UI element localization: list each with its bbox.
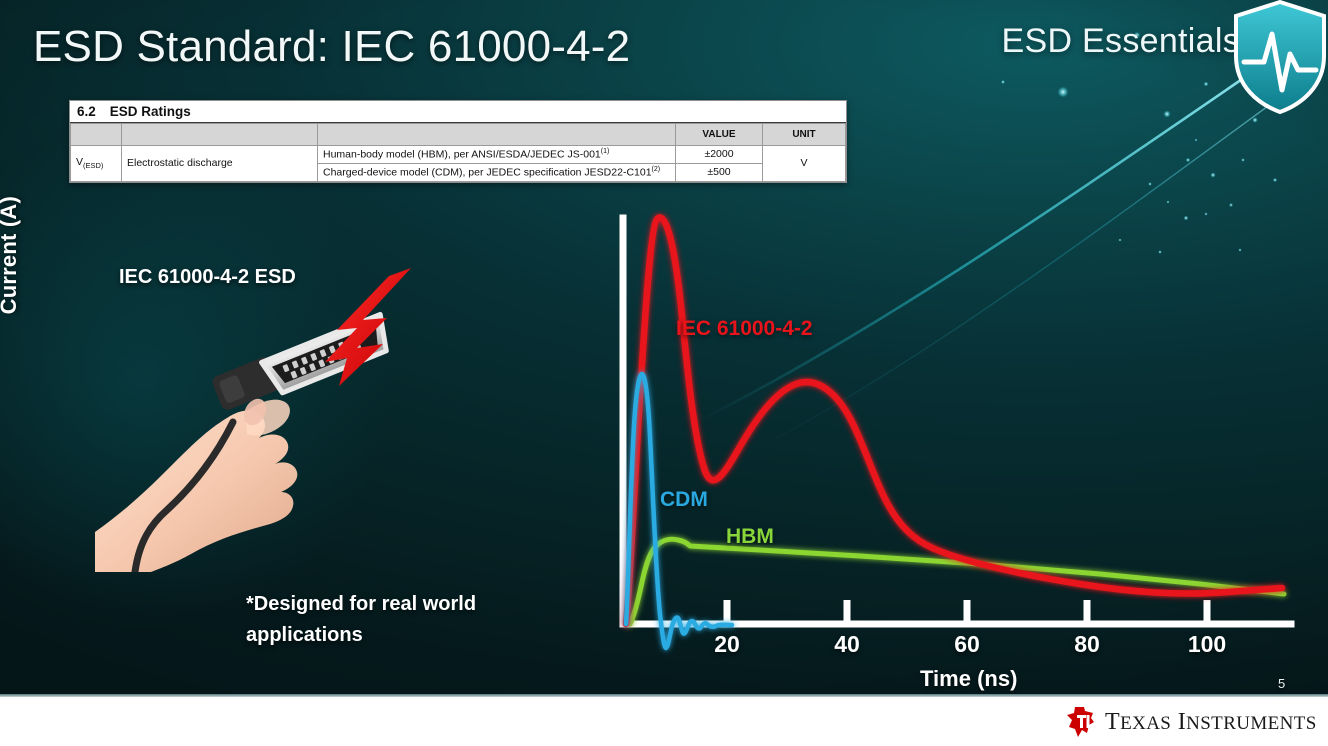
texas-instruments-logo: TEXAS INSTRUMENTS bbox=[1066, 705, 1317, 739]
chart-xtick-60: 60 bbox=[954, 631, 980, 657]
column-header-symbol bbox=[70, 123, 122, 146]
chart-xtick-40: 40 bbox=[834, 631, 860, 657]
chart-xtick-80: 80 bbox=[1074, 631, 1100, 657]
cell-parameter: Electrostatic discharge bbox=[121, 145, 318, 182]
column-header-unit: UNIT bbox=[762, 123, 846, 146]
table-header-row: VALUE UNIT bbox=[70, 123, 846, 146]
illustration-caption: IEC 61000-4-2 ESD bbox=[119, 266, 296, 288]
table-section-heading: 6.2 ESD Ratings bbox=[70, 101, 846, 123]
cell-description-hbm: Human-body model (HBM), per ANSI/ESDA/JE… bbox=[317, 145, 676, 164]
ti-texas-icon bbox=[1067, 707, 1094, 737]
footer-bar bbox=[0, 697, 1328, 746]
column-header-value: VALUE bbox=[675, 123, 763, 146]
lightning-bolt-icon bbox=[325, 268, 411, 386]
esd-ratings-table: 6.2 ESD Ratings VALUE UNIT V(ESD) Electro… bbox=[69, 100, 847, 183]
cell-unit: V bbox=[762, 145, 846, 182]
page-number: 5 bbox=[1278, 676, 1286, 691]
chart-label-iec: IEC 61000-4-2 bbox=[676, 317, 813, 340]
chart-label-cdm: CDM bbox=[660, 488, 708, 511]
chart-xtick-100: 100 bbox=[1187, 631, 1227, 657]
background-glow bbox=[0, 120, 400, 640]
chart-series-hbm bbox=[627, 536, 1287, 627]
cell-symbol: V(ESD) bbox=[70, 145, 122, 182]
footer-divider bbox=[0, 694, 1328, 698]
table-row: V(ESD) Electrostatic discharge Human-bod… bbox=[70, 145, 846, 182]
chart-series-cdm bbox=[623, 371, 735, 651]
cell-value-cdm: ±500 bbox=[675, 162, 763, 182]
ti-wordmark: TEXAS INSTRUMENTS bbox=[1105, 708, 1317, 735]
page-title: ESD Standard: IEC 61000-4-2 bbox=[33, 22, 631, 71]
chart-label-hbm: HBM bbox=[726, 525, 774, 548]
chart-y-axis-label: Current (A) bbox=[0, 196, 21, 315]
esd-waveform-chart bbox=[619, 214, 1295, 651]
illustration-note: *Designed for real world applications bbox=[246, 593, 477, 646]
chart-series-iec bbox=[622, 214, 1286, 628]
hand-holding-connector-illustration bbox=[95, 268, 411, 572]
cell-value-hbm: ±2000 bbox=[675, 145, 763, 164]
chart-x-axis-label: Time (ns) bbox=[920, 666, 1018, 691]
shield-pulse-icon bbox=[1234, 0, 1326, 115]
section-number: 6.2 bbox=[77, 104, 96, 119]
section-title: ESD Ratings bbox=[109, 104, 191, 119]
table-row: Charged-device model (CDM), per JEDEC sp… bbox=[71, 162, 846, 182]
chart-xtick-20: 20 bbox=[714, 631, 740, 657]
column-header-description bbox=[317, 123, 676, 146]
brand-label: ESD Essentials bbox=[1001, 22, 1240, 60]
chart-x-ticks bbox=[723, 600, 1211, 624]
cell-description-cdm: Charged-device model (CDM), per JEDEC sp… bbox=[317, 162, 676, 182]
column-header-parameter bbox=[121, 123, 318, 146]
